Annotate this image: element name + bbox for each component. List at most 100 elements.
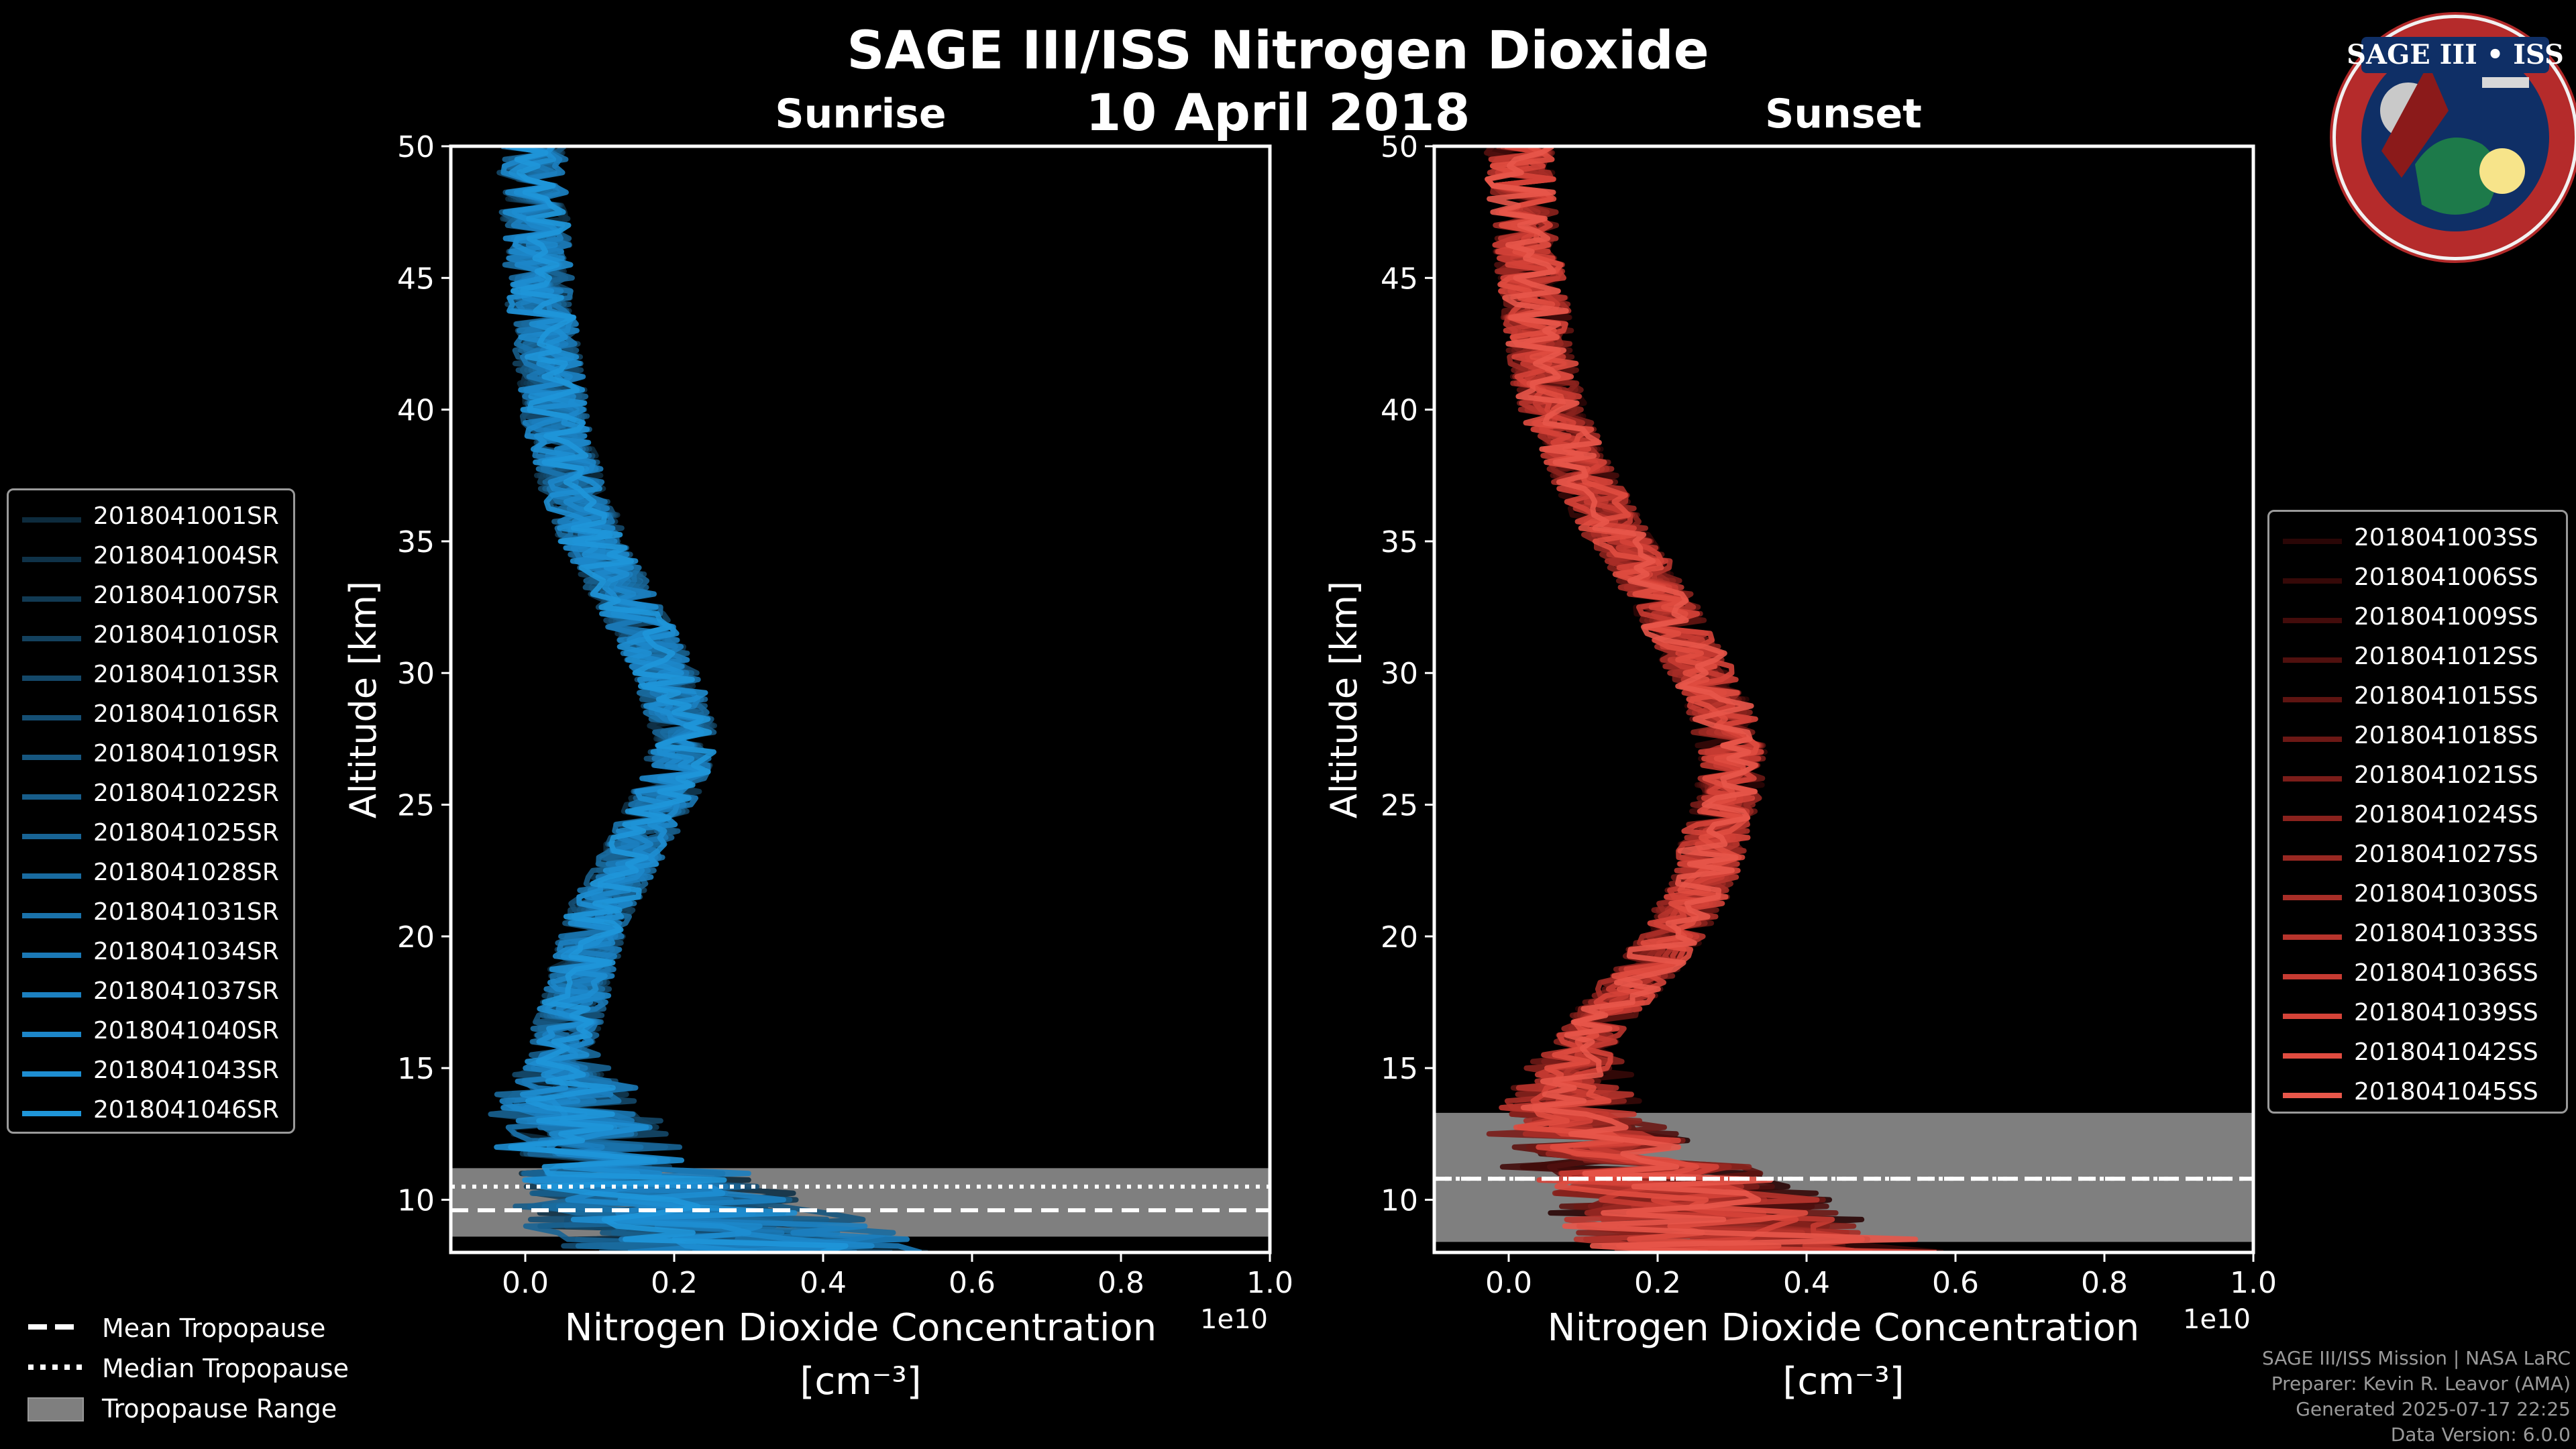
legend-item-2018041046SR: 2018041046SR [9,1093,293,1132]
legend-item-2018041013SR: 2018041013SR [9,658,293,697]
sunrise-legend: 2018041001SR 2018041004SR 2018041007SR 2018… [7,488,295,1134]
sunrise-x-tick-label: 0.4 [800,1266,847,1300]
legend-label: 2018041039SS [2354,999,2538,1026]
legend-label: 2018041030SS [2354,880,2538,908]
legend-swatch [22,873,81,879]
sunset-x-tick-label: 1.0 [2230,1266,2277,1300]
legend-swatch [2283,895,2342,900]
legend-item-2018041031SR: 2018041031SR [9,896,293,934]
sunset-y-tick-label: 35 [1381,525,1418,559]
legend-label: 2018041045SS [2354,1078,2538,1106]
legend-item-2018041045SS: 2018041045SS [2269,1075,2566,1114]
legend-item-2018041034SR: 2018041034SR [9,935,293,974]
sunrise-x-tick-label: 0.2 [651,1266,698,1300]
legend-item-2018041015SS: 2018041015SS [2269,680,2566,718]
legend-item-2018041043SR: 2018041043SR [9,1054,293,1093]
legend-swatch [22,676,81,681]
tropopause-range-swatch [28,1397,84,1421]
space-station-icon [2482,77,2529,88]
sunset-panel-title: Sunset [1765,91,1922,138]
legend-label: 2018041036SS [2354,959,2538,987]
sunrise-y-tick-label: 40 [397,394,435,428]
sunset-legend: 2018041003SS 2018041006SS 2018041009SS 2018… [2267,510,2568,1114]
legend-label: 2018041009SS [2354,603,2538,631]
sunrise-y-tick-label: 45 [397,262,435,296]
credit-mission: SAGE III/ISS Mission | NASA LaRC [2262,1347,2571,1369]
legend-swatch [2283,657,2342,663]
sage-iss-logo: SAGE III • ISS [2330,12,2576,263]
legend-swatch [2283,697,2342,702]
legend-swatch [22,557,81,562]
sunset-y-tick-label: 20 [1381,920,1418,955]
legend-swatch [22,953,81,958]
sunrise-x-tick-label: 0.6 [949,1266,996,1300]
earth-landmass-icon [2415,138,2498,215]
legend-item-2018041025SR: 2018041025SR [9,816,293,855]
sunset-x-tick-label: 0.4 [1783,1266,1830,1300]
legend-label: 2018041021SS [2354,761,2538,789]
sunrise-y-axis-label: Altitude [km] [342,581,384,818]
sunrise-x-tick-label: 1.0 [1246,1266,1293,1300]
sunset-y-tick-label: 15 [1381,1052,1418,1086]
legend-item-2018041016SR: 2018041016SR [9,698,293,737]
legend-label: 2018041031SR [93,898,279,926]
profile-line-2018041042SS [1485,146,1809,1252]
legend-label: 2018041015SS [2354,682,2538,710]
legend-label: 2018041001SR [93,502,279,530]
legend-swatch [2283,934,2342,940]
legend-swatch [2283,539,2342,544]
sunset-x-tick-label: 0.0 [1485,1266,1532,1300]
legend-label: 2018041019SR [93,740,279,767]
legend-label: 2018041033SS [2354,920,2538,947]
legend-swatch [22,596,81,602]
sunset-y-tick-label: 40 [1381,394,1418,428]
legend-item-2018041003SS: 2018041003SS [2269,521,2566,560]
legend-label: 2018041010SR [93,621,279,649]
median-tropopause-label: Median Tropopause [102,1354,349,1383]
sunrise-y-tick-label: 30 [397,657,435,691]
legend-item-2018041012SS: 2018041012SS [2269,640,2566,679]
legend-label: 2018041018SS [2354,722,2538,749]
legend-item-2018041037SR: 2018041037SR [9,975,293,1014]
sunset-y-tick-label: 45 [1381,262,1418,296]
legend-swatch [2283,1093,2342,1098]
sunset-y-tick-label: 50 [1381,130,1418,164]
sunset-x-tick-label: 0.6 [1932,1266,1979,1300]
legend-item-2018041030SS: 2018041030SS [2269,877,2566,916]
sunset-y-tick-label: 10 [1381,1183,1418,1218]
legend-item-2018041027SS: 2018041027SS [2269,838,2566,877]
sun-icon [2479,148,2525,194]
legend-label: 2018041034SR [93,938,279,965]
sunset-y-axis-label: Altitude [km] [1323,581,1365,818]
legend-item-2018041033SS: 2018041033SS [2269,917,2566,956]
tropopause-legend-swatches [28,1324,84,1421]
legend-label: 2018041013SR [93,661,279,688]
sunrise-panel-title: Sunrise [775,91,946,138]
legend-label: 2018041028SR [93,859,279,886]
legend-swatch [2283,578,2342,584]
legend-swatch [2283,776,2342,782]
legend-label: 2018041042SS [2354,1038,2538,1066]
legend-swatch [22,715,81,720]
legend-label: 2018041046SR [93,1096,279,1124]
legend-label: 2018041003SS [2354,524,2538,551]
sunrise-x-axis-unit: [cm⁻³] [800,1360,921,1403]
legend-label: 2018041004SR [93,542,279,570]
legend-label: 2018041043SR [93,1057,279,1084]
legend-swatch [22,755,81,760]
sunrise-y-tick-label: 20 [397,920,435,955]
legend-item-2018041006SS: 2018041006SS [2269,561,2566,600]
credit-data-version: Data Version: 6.0.0 [2390,1424,2571,1446]
profile-line-2018041045SS [1485,146,1919,1252]
credit-generated: Generated 2025-07-17 22:25 [2296,1398,2571,1420]
figure-title: SAGE III/ISS Nitrogen Dioxide [847,21,1709,81]
sunset-panel: Sunset 10 15 20 25 30 35 40 45 50 0.0 0.2 0.4 0.6 0.… [1323,91,2277,1403]
sunset-x-axis-unit: [cm⁻³] [1782,1360,1904,1403]
sunrise-x-tick-label: 0.0 [502,1266,549,1300]
legend-item-2018041019SR: 2018041019SR [9,737,293,776]
legend-swatch [22,834,81,839]
legend-swatch [22,913,81,918]
legend-swatch [2283,618,2342,623]
legend-label: 2018041007SR [93,582,279,609]
sunrise-y-tick-label: 50 [397,130,435,164]
